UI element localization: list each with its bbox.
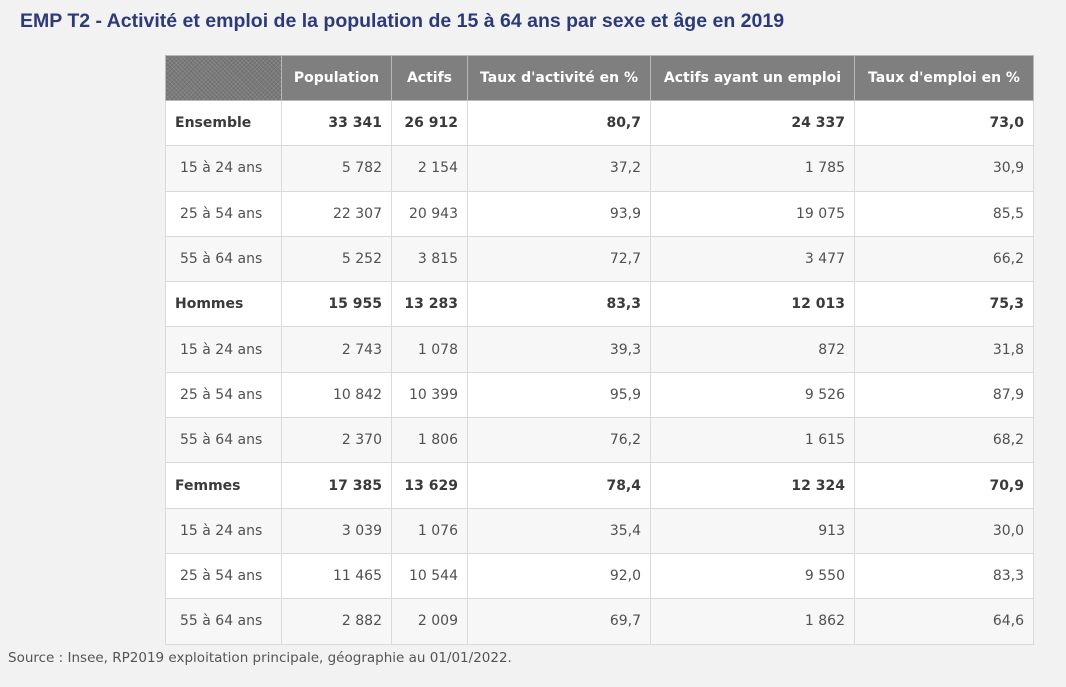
column-header-population: Population bbox=[281, 55, 392, 101]
cell-taux-emploi: 70,9 bbox=[854, 462, 1034, 509]
table-row: 25 à 54 ans 11 465 10 544 92,0 9 550 83,… bbox=[165, 552, 1034, 600]
row-label: 55 à 64 ans bbox=[165, 417, 282, 464]
cell-taux-emploi: 31,8 bbox=[854, 326, 1034, 373]
cell-actifs: 1 806 bbox=[391, 417, 468, 464]
row-label: 15 à 24 ans bbox=[165, 326, 282, 373]
cell-taux-emploi: 83,3 bbox=[854, 552, 1034, 600]
cell-population: 17 385 bbox=[281, 462, 392, 509]
cell-actifs: 13 629 bbox=[391, 462, 468, 509]
cell-population: 11 465 bbox=[281, 552, 392, 600]
table-row: 15 à 24 ans 3 039 1 076 35,4 913 30,0 bbox=[165, 507, 1034, 554]
table-row: 15 à 24 ans 2 743 1 078 39,3 872 31,8 bbox=[165, 326, 1034, 373]
cell-actifs-emploi: 3 477 bbox=[650, 235, 855, 283]
cell-actifs: 2 009 bbox=[391, 598, 468, 645]
cell-taux-activite: 80,7 bbox=[467, 99, 651, 147]
row-label: Femmes bbox=[165, 462, 282, 509]
cell-population: 5 252 bbox=[281, 235, 392, 283]
cell-taux-activite: 39,3 bbox=[467, 326, 651, 373]
cell-taux-activite: 92,0 bbox=[467, 552, 651, 600]
table-row: 55 à 64 ans 2 882 2 009 69,7 1 862 64,6 bbox=[165, 598, 1034, 645]
cell-taux-activite: 93,9 bbox=[467, 190, 651, 237]
cell-actifs: 1 078 bbox=[391, 326, 468, 373]
cell-actifs-emploi: 1 615 bbox=[650, 417, 855, 464]
column-header-actifs: Actifs bbox=[391, 55, 468, 101]
cell-taux-activite: 76,2 bbox=[467, 417, 651, 464]
table-row: 15 à 24 ans 5 782 2 154 37,2 1 785 30,9 bbox=[165, 145, 1034, 192]
cell-taux-activite: 78,4 bbox=[467, 462, 651, 509]
cell-taux-activite: 95,9 bbox=[467, 371, 651, 419]
row-label: 15 à 24 ans bbox=[165, 145, 282, 192]
cell-taux-activite: 37,2 bbox=[467, 145, 651, 192]
cell-actifs-emploi: 24 337 bbox=[650, 99, 855, 147]
cell-actifs-emploi: 9 550 bbox=[650, 552, 855, 600]
cell-taux-activite: 72,7 bbox=[467, 235, 651, 283]
column-header-actifs-emploi: Actifs ayant un emploi bbox=[650, 55, 855, 101]
cell-population: 15 955 bbox=[281, 281, 392, 328]
cell-actifs-emploi: 12 013 bbox=[650, 281, 855, 328]
cell-actifs-emploi: 872 bbox=[650, 326, 855, 373]
row-label: 25 à 54 ans bbox=[165, 190, 282, 237]
cell-population: 33 341 bbox=[281, 99, 392, 147]
row-label: 15 à 24 ans bbox=[165, 507, 282, 554]
cell-taux-activite: 83,3 bbox=[467, 281, 651, 328]
table-row: 25 à 54 ans 22 307 20 943 93,9 19 075 85… bbox=[165, 190, 1034, 237]
page-title: EMP T2 - Activité et emploi de la popula… bbox=[20, 10, 785, 32]
cell-population: 2 743 bbox=[281, 326, 392, 373]
cell-population: 2 370 bbox=[281, 417, 392, 464]
table-row: 55 à 64 ans 2 370 1 806 76,2 1 615 68,2 bbox=[165, 417, 1034, 464]
cell-actifs-emploi: 1 785 bbox=[650, 145, 855, 192]
cell-actifs: 13 283 bbox=[391, 281, 468, 328]
cell-population: 10 842 bbox=[281, 371, 392, 419]
cell-taux-emploi: 66,2 bbox=[854, 235, 1034, 283]
table-row: 55 à 64 ans 5 252 3 815 72,7 3 477 66,2 bbox=[165, 235, 1034, 283]
table-row-ensemble: Ensemble 33 341 26 912 80,7 24 337 73,0 bbox=[165, 99, 1034, 147]
cell-taux-emploi: 30,0 bbox=[854, 507, 1034, 554]
cell-population: 3 039 bbox=[281, 507, 392, 554]
table-row-hommes: Hommes 15 955 13 283 83,3 12 013 75,3 bbox=[165, 281, 1034, 328]
cell-actifs-emploi: 19 075 bbox=[650, 190, 855, 237]
cell-taux-emploi: 87,9 bbox=[854, 371, 1034, 419]
cell-population: 5 782 bbox=[281, 145, 392, 192]
row-label: 25 à 54 ans bbox=[165, 552, 282, 600]
cell-actifs-emploi: 913 bbox=[650, 507, 855, 554]
source-note: Source : Insee, RP2019 exploitation prin… bbox=[8, 650, 512, 666]
table-header-corner bbox=[165, 55, 282, 101]
cell-population: 2 882 bbox=[281, 598, 392, 645]
cell-actifs: 3 815 bbox=[391, 235, 468, 283]
cell-actifs: 2 154 bbox=[391, 145, 468, 192]
cell-taux-emploi: 64,6 bbox=[854, 598, 1034, 645]
cell-actifs: 26 912 bbox=[391, 99, 468, 147]
cell-actifs: 10 399 bbox=[391, 371, 468, 419]
row-label: 55 à 64 ans bbox=[165, 598, 282, 645]
cell-taux-emploi: 85,5 bbox=[854, 190, 1034, 237]
row-label: 25 à 54 ans bbox=[165, 371, 282, 419]
data-table: Population Actifs Taux d'activité en % A… bbox=[165, 55, 1034, 645]
column-header-taux-emploi: Taux d'emploi en % bbox=[854, 55, 1034, 101]
cell-actifs: 20 943 bbox=[391, 190, 468, 237]
cell-taux-emploi: 75,3 bbox=[854, 281, 1034, 328]
cell-taux-activite: 35,4 bbox=[467, 507, 651, 554]
row-label: Ensemble bbox=[165, 99, 282, 147]
table-row-femmes: Femmes 17 385 13 629 78,4 12 324 70,9 bbox=[165, 462, 1034, 509]
row-label: 55 à 64 ans bbox=[165, 235, 282, 283]
row-label: Hommes bbox=[165, 281, 282, 328]
cell-actifs-emploi: 9 526 bbox=[650, 371, 855, 419]
cell-actifs: 10 544 bbox=[391, 552, 468, 600]
cell-taux-emploi: 30,9 bbox=[854, 145, 1034, 192]
table-row: 25 à 54 ans 10 842 10 399 95,9 9 526 87,… bbox=[165, 371, 1034, 419]
cell-taux-emploi: 68,2 bbox=[854, 417, 1034, 464]
cell-actifs: 1 076 bbox=[391, 507, 468, 554]
cell-actifs-emploi: 1 862 bbox=[650, 598, 855, 645]
column-header-taux-activite: Taux d'activité en % bbox=[467, 55, 651, 101]
cell-taux-emploi: 73,0 bbox=[854, 99, 1034, 147]
table-header-row: Population Actifs Taux d'activité en % A… bbox=[165, 55, 1034, 101]
cell-population: 22 307 bbox=[281, 190, 392, 237]
cell-actifs-emploi: 12 324 bbox=[650, 462, 855, 509]
cell-taux-activite: 69,7 bbox=[467, 598, 651, 645]
